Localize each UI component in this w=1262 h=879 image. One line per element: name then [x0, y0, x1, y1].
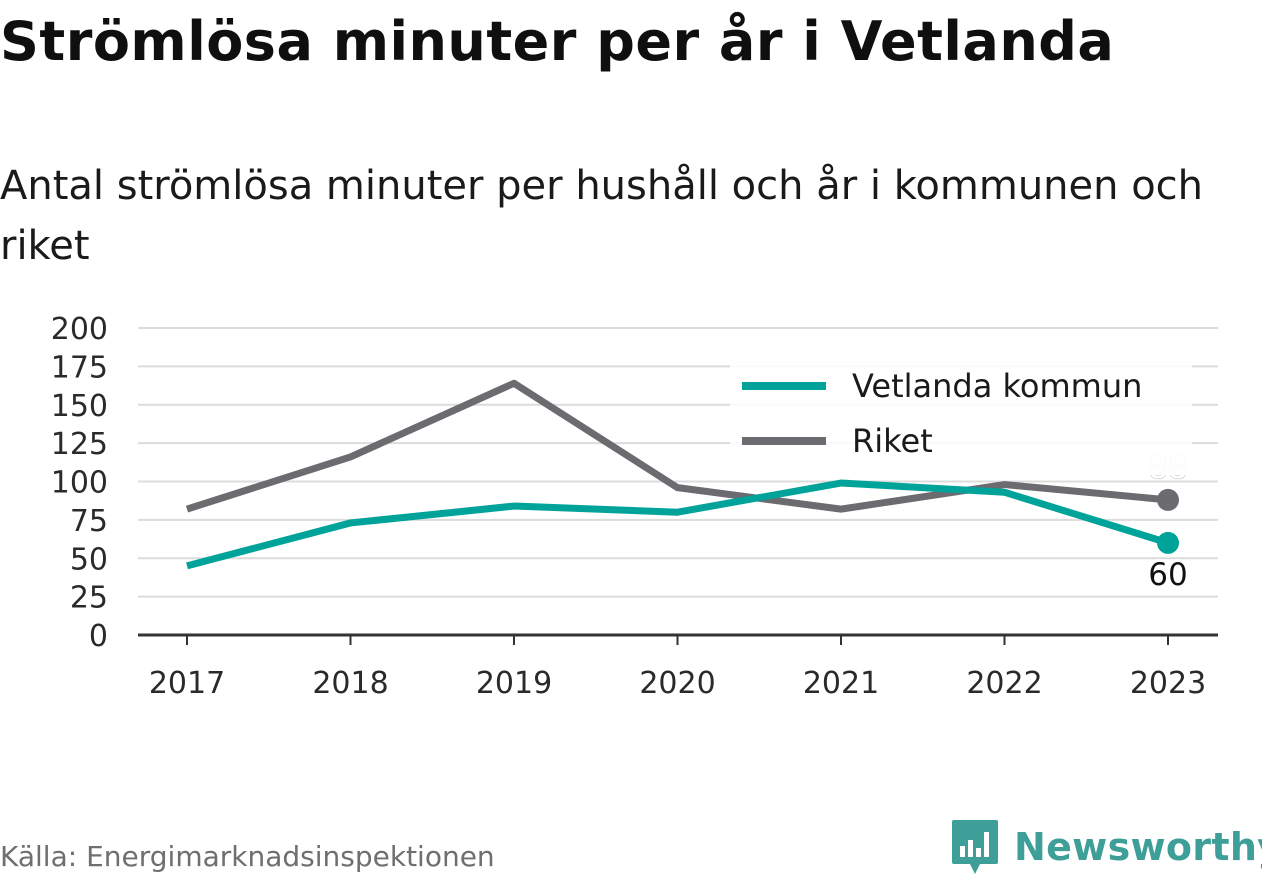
- series-line: [185, 379, 1169, 513]
- y-tick-label: 150: [51, 389, 108, 424]
- legend-label: Riket: [852, 422, 933, 460]
- x-tick-label: 2023: [1130, 666, 1206, 701]
- newsworthy-logo: Newsworthy: [950, 818, 1262, 876]
- x-tick-label: 2021: [803, 666, 879, 701]
- end-point-marker: [1157, 531, 1179, 554]
- legend-label: Vetlanda kommun: [852, 367, 1142, 405]
- legend: Vetlanda kommun Riket: [730, 355, 1192, 475]
- end-value-label: 60: [1148, 557, 1187, 593]
- y-tick-label: 50: [70, 542, 108, 577]
- gridlines: [138, 327, 1218, 598]
- x-tick-label: 2019: [476, 666, 552, 701]
- y-tick-label: 25: [70, 581, 108, 616]
- chart-subtitle: Antal strömlösa minuter per hushåll och …: [0, 163, 1204, 269]
- y-tick-label: 100: [51, 466, 108, 501]
- series-line: [186, 479, 1170, 570]
- x-axis: 2017 2018 2019 2020 2021 2022 2023: [138, 633, 1218, 701]
- y-tick-label: 175: [51, 350, 108, 385]
- x-tick-label: 2018: [312, 666, 388, 701]
- end-point-marker: [1157, 488, 1179, 511]
- legend-background: [730, 355, 1192, 475]
- y-tick-label: 75: [70, 504, 108, 539]
- x-tick-label: 2017: [149, 666, 225, 701]
- x-tick-label: 2020: [639, 666, 715, 701]
- source-note: Källa: Energimarknadsinspektionen: [0, 840, 495, 873]
- y-tick-label: 0: [89, 619, 108, 654]
- x-tick-label: 2022: [966, 666, 1042, 701]
- y-tick-label: 125: [51, 427, 108, 462]
- chart-title: Strömlösa minuter per år i Vetlanda: [0, 10, 1115, 73]
- brand-name: Newsworthy: [1014, 825, 1262, 869]
- y-tick-label: 200: [51, 312, 108, 347]
- bar-chart-badge-icon: [952, 820, 998, 874]
